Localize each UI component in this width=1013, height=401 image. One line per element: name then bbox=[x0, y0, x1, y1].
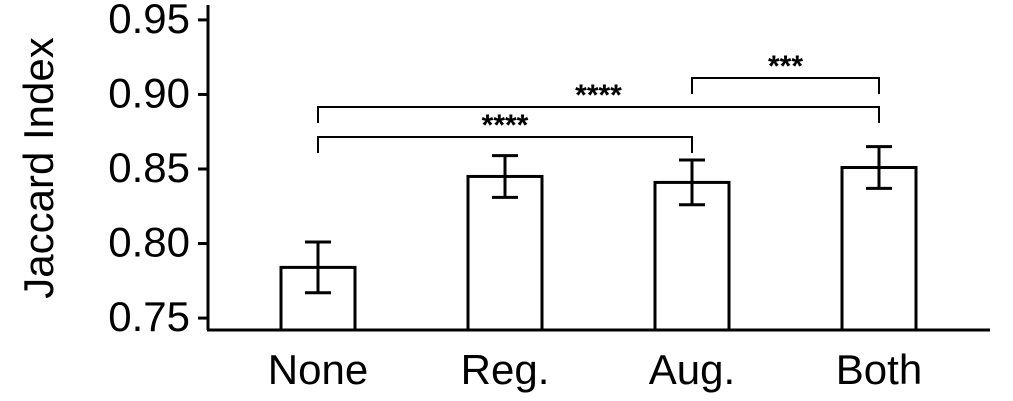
bar bbox=[653, 180, 731, 332]
y-tick-label: 0.85 bbox=[108, 144, 190, 191]
x-tick-label: Reg. bbox=[461, 346, 550, 393]
x-tick-label: Aug. bbox=[649, 346, 735, 393]
bar bbox=[466, 174, 544, 332]
significance-label: **** bbox=[575, 79, 622, 112]
error-bar bbox=[866, 145, 892, 190]
significance-label: **** bbox=[482, 109, 529, 142]
significance-label: *** bbox=[768, 50, 803, 83]
error-bar bbox=[492, 154, 518, 199]
y-tick-label: 0.80 bbox=[108, 219, 190, 266]
error-bar bbox=[305, 240, 331, 295]
y-axis-label: Jaccard Index bbox=[15, 37, 62, 298]
significance-bracket bbox=[317, 136, 693, 153]
significance-bracket bbox=[691, 77, 880, 94]
x-tick-label: Both bbox=[836, 346, 922, 393]
y-tick-label: 0.75 bbox=[108, 293, 190, 340]
significance-bracket bbox=[317, 106, 880, 123]
bar bbox=[840, 166, 918, 332]
y-tick-label: 0.95 bbox=[108, 0, 190, 42]
y-tick-label: 0.90 bbox=[108, 70, 190, 117]
x-tick-label: None bbox=[268, 346, 368, 393]
error-bar bbox=[679, 158, 705, 207]
